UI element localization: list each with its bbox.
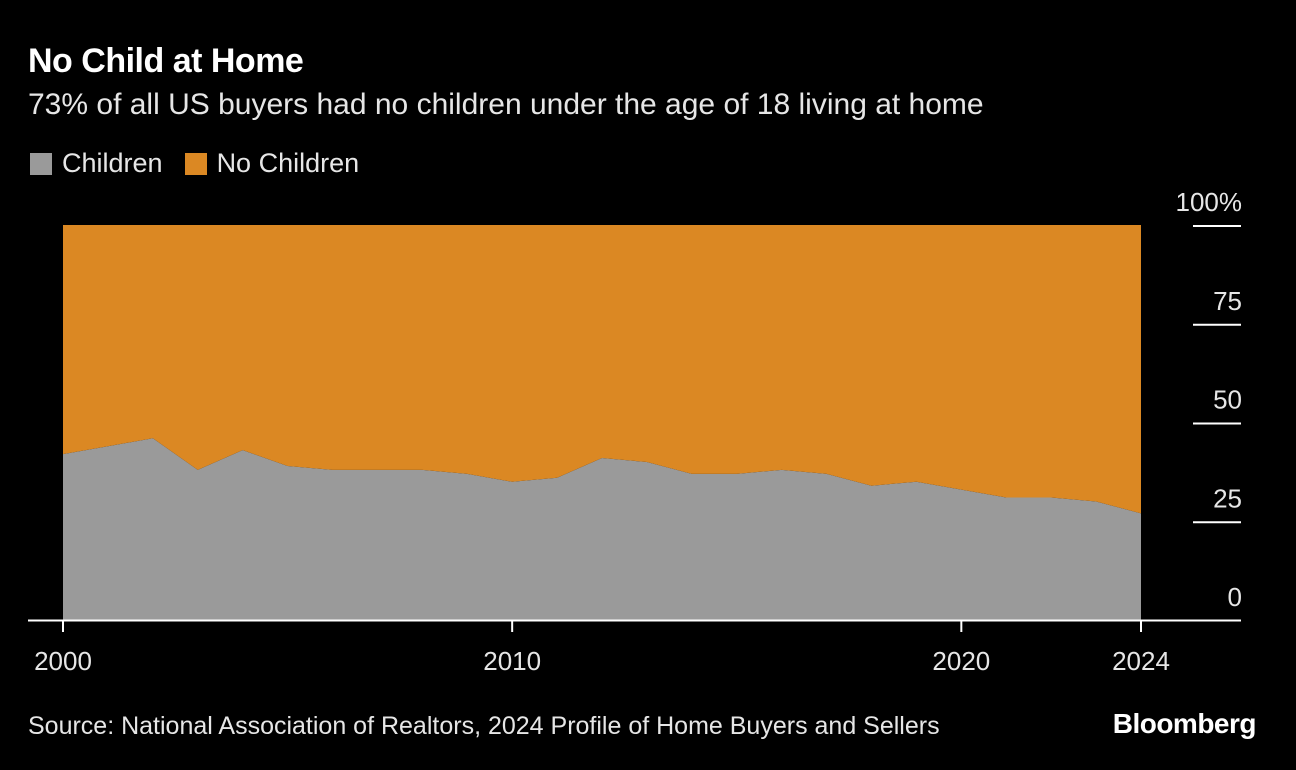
y-tick-label-50: 50 bbox=[1213, 385, 1242, 415]
y-tick-label-100: 100% bbox=[1176, 187, 1243, 217]
legend-swatch-children bbox=[30, 152, 52, 175]
y-tick-label-0: 0 bbox=[1228, 582, 1242, 612]
legend: Children No Children bbox=[30, 148, 381, 179]
x-tick-label-2000: 2000 bbox=[34, 646, 92, 676]
legend-label-no-children: No Children bbox=[216, 148, 360, 178]
legend-item-no-children: No Children bbox=[184, 148, 360, 179]
chart-subtitle: 73% of all US buyers had no children und… bbox=[28, 88, 984, 121]
legend-label-children: Children bbox=[62, 148, 163, 178]
y-tick-label-75: 75 bbox=[1213, 286, 1242, 316]
chart-title: No Child at Home bbox=[28, 42, 304, 80]
x-tick-label-2024: 2024 bbox=[1112, 646, 1170, 676]
x-tick-label-2010: 2010 bbox=[483, 646, 541, 676]
y-tick-label-25: 25 bbox=[1213, 483, 1242, 513]
area-series-no-children bbox=[63, 225, 1141, 514]
legend-item-children: Children bbox=[30, 148, 163, 179]
x-tick-label-2020: 2020 bbox=[932, 646, 990, 676]
area-series-children bbox=[63, 438, 1141, 620]
bloomberg-logo: Bloomberg bbox=[1112, 708, 1257, 739]
legend-swatch-no-children bbox=[184, 152, 207, 175]
source-note: Source: National Association of Realtors… bbox=[28, 712, 940, 740]
